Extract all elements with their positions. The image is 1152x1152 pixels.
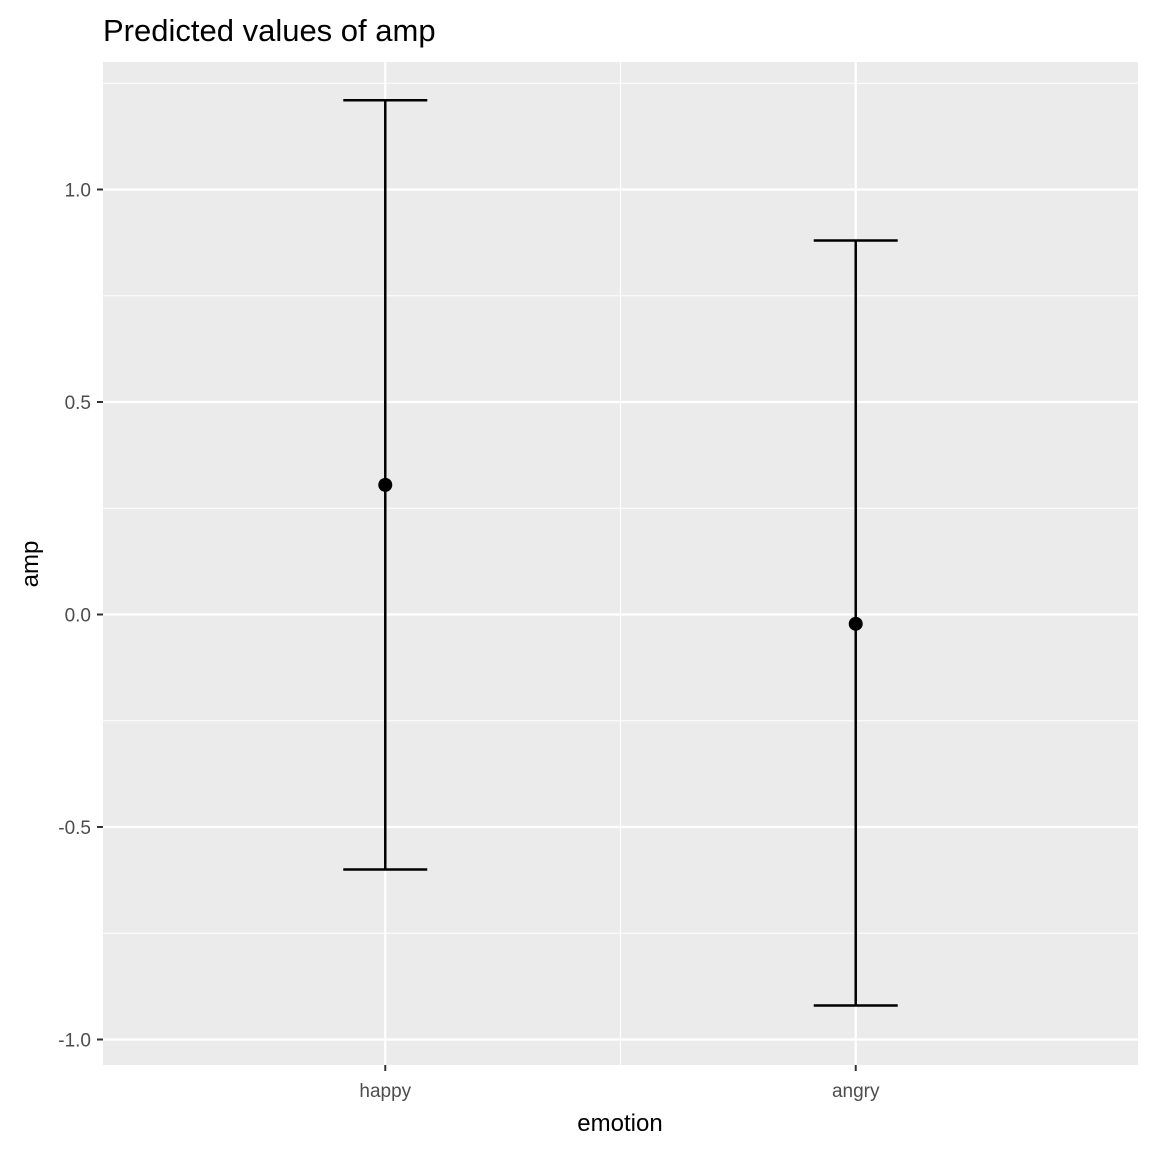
data-point xyxy=(848,616,863,631)
data-point xyxy=(378,477,393,492)
y-tick-label: 0.5 xyxy=(65,393,91,414)
x-tick-label: angry xyxy=(832,1081,880,1102)
y-tick-label: 0.0 xyxy=(65,606,91,627)
y-axis-title: amp xyxy=(17,541,44,588)
y-tick-label: -1.0 xyxy=(58,1031,91,1052)
x-axis-title: emotion xyxy=(577,1110,662,1137)
y-tick-label: -0.5 xyxy=(58,818,91,839)
y-tick-label: 1.0 xyxy=(65,181,91,202)
grid-layer xyxy=(103,62,1138,1065)
x-tick-label: happy xyxy=(359,1081,411,1102)
axis-ticks: -1.0 -0.5 0.0 0.5 1.0 happy angry xyxy=(58,181,880,1103)
data-layer xyxy=(343,99,898,1007)
chart-title: Predicted values of amp xyxy=(103,13,436,48)
